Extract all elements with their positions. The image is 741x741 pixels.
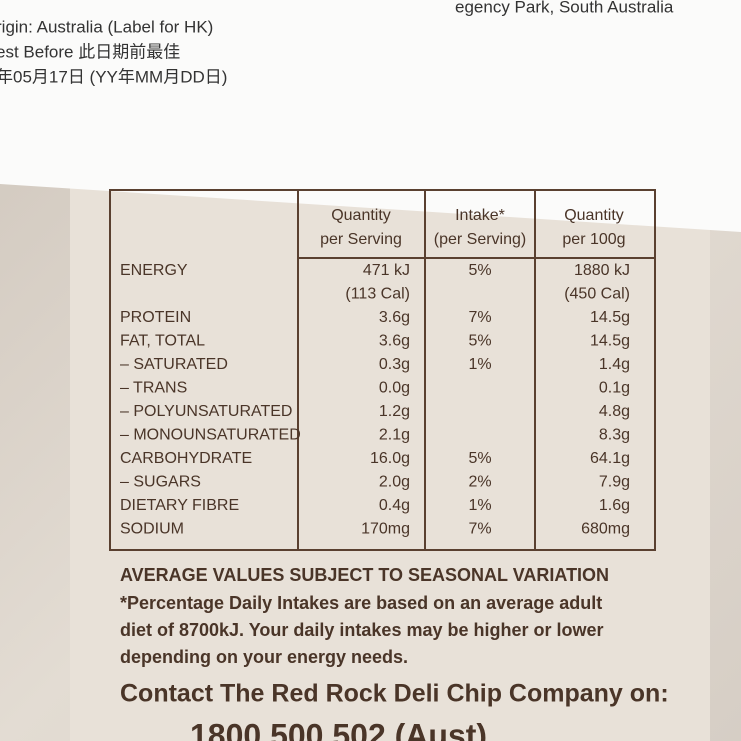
column-header: Quantity per 100g	[562, 207, 625, 248]
disclaimer-line: diet of 8700kJ. Your daily intakes may b…	[120, 620, 604, 640]
daily-intake: 5%	[468, 450, 491, 467]
per-100g: 1.4g	[599, 356, 630, 373]
daily-intake: 5%	[468, 333, 491, 350]
daily-intake: 7%	[468, 521, 491, 538]
per-100g: 14.5g	[590, 309, 630, 326]
per-100g: (450 Cal)	[564, 286, 630, 303]
per-100g: 64.1g	[590, 450, 630, 467]
nutrient-name: SODIUM	[120, 521, 184, 538]
label-panel	[70, 180, 710, 741]
nutrition-table: Quantity per Serving Intake* (per Serving) Q…	[109, 189, 656, 551]
phone: 1800 500 502 (Aust)	[190, 717, 487, 741]
sticker-line: 年05月17日 (YY年MM月DD日)	[0, 67, 227, 86]
seasonal-note: AVERAGE VALUES SUBJECT TO SEASONAL VARIA…	[120, 565, 609, 585]
footer: AVERAGE VALUES SUBJECT TO SEASONAL VARIA…	[120, 565, 669, 741]
nutrient-name: DIETARY FIBRE	[120, 497, 239, 514]
per-100g: 680mg	[581, 521, 630, 538]
daily-intake: 2%	[468, 474, 491, 491]
per-serving: 471 kJ	[363, 262, 410, 279]
nutrient-name: – SATURATED	[120, 356, 228, 373]
nutrient-name: CARBOHYDRATE	[120, 450, 252, 467]
column-header: Intake* (per Serving)	[434, 207, 526, 248]
table-border	[109, 189, 656, 551]
nutrient-name: PROTEIN	[120, 309, 191, 326]
daily-intake: 1%	[468, 356, 491, 373]
per-100g: 8.3g	[599, 427, 630, 444]
sticker-text: rigin: Australia (Label for HK) est Befor…	[0, 0, 674, 86]
contact: Contact The Red Rock Deli Chip Company o…	[120, 680, 669, 708]
per-serving: 0.3g	[379, 356, 410, 373]
disclaimer-line: *Percentage Daily Intakes are based on a…	[120, 593, 602, 613]
per-100g: 7.9g	[599, 474, 630, 491]
sticker-line: rigin: Australia (Label for HK)	[0, 17, 213, 36]
nutrient-name: – TRANS	[120, 380, 187, 397]
sticker-address: egency Park, South Australia	[455, 0, 674, 16]
column-header: Quantity per Serving	[320, 207, 402, 248]
per-serving: 170mg	[361, 521, 410, 538]
per-serving: (113 Cal)	[345, 286, 410, 303]
nutrient-name: ENERGY	[120, 262, 188, 279]
per-serving: 0.4g	[379, 497, 410, 514]
sticker-line: est Before 此日期前最佳	[0, 42, 180, 61]
per-100g: 4.8g	[599, 403, 630, 420]
nutrient-name: FAT, TOTAL	[120, 333, 205, 350]
sticker	[0, 0, 741, 232]
per-serving: 0.0g	[379, 380, 410, 397]
nutrient-name: – SUGARS	[120, 474, 201, 491]
per-100g: 1880 kJ	[574, 262, 630, 279]
per-100g: 1.6g	[599, 497, 630, 514]
per-serving: 2.1g	[379, 427, 410, 444]
per-serving: 2.0g	[379, 474, 410, 491]
daily-intake: 1%	[468, 497, 491, 514]
per-100g: 0.1g	[599, 380, 630, 397]
per-serving: 16.0g	[370, 450, 410, 467]
daily-intake: 7%	[468, 309, 491, 326]
per-serving: 3.6g	[379, 333, 410, 350]
nutrient-name: – POLYUNSATURATED	[120, 403, 292, 420]
per-100g: 14.5g	[590, 333, 630, 350]
per-serving: 1.2g	[379, 403, 410, 420]
disclaimer-line: depending on your energy needs.	[120, 647, 408, 667]
daily-intake: 5%	[468, 262, 491, 279]
per-serving: 3.6g	[379, 309, 410, 326]
nutrient-name: – MONOUNSATURATED	[120, 427, 301, 444]
